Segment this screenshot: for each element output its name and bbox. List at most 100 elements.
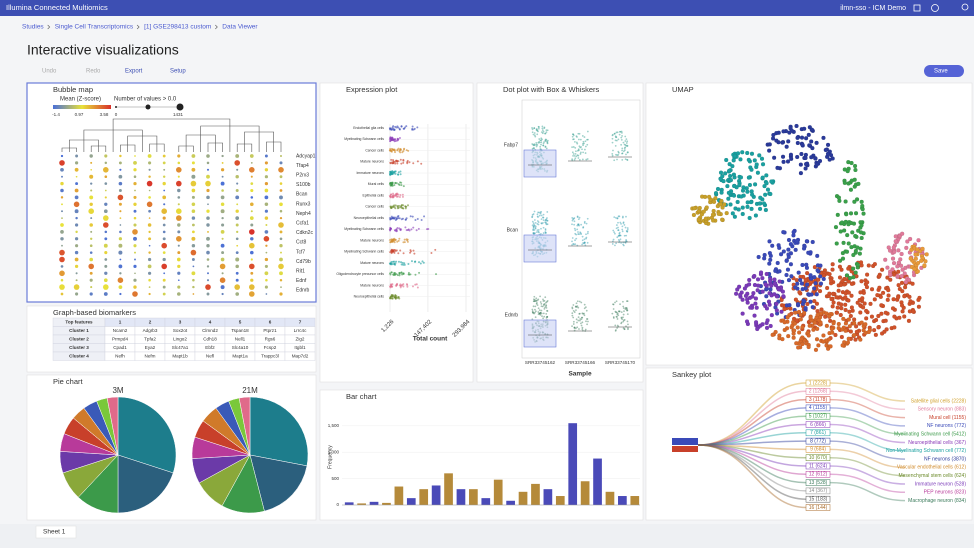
pie-slice	[249, 454, 308, 512]
umap-point	[711, 208, 716, 214]
bar	[394, 486, 404, 505]
dot	[541, 127, 544, 130]
sankey-node	[805, 388, 831, 395]
sheet-tab[interactable]	[35, 525, 77, 539]
dot	[536, 215, 539, 218]
dot	[537, 230, 540, 233]
umap-point	[846, 336, 851, 341]
expression-dot	[397, 183, 400, 186]
help-icon[interactable]	[931, 4, 939, 12]
umap-point	[854, 197, 860, 202]
color-legend-tick: 0.97	[75, 112, 84, 117]
sankey-cluster-label: 13 (528)	[809, 480, 828, 486]
bubble	[148, 230, 151, 234]
dot	[614, 244, 616, 247]
apps-icon[interactable]	[913, 4, 921, 12]
umap-point	[753, 320, 759, 325]
sankey-node	[805, 471, 831, 478]
dot	[540, 210, 543, 213]
expression-dot	[392, 192, 395, 195]
dot	[546, 315, 549, 318]
bubble	[279, 189, 283, 192]
sankey-node	[805, 404, 831, 412]
bubble	[250, 182, 254, 185]
bubble	[206, 195, 210, 200]
dot	[626, 313, 629, 316]
dot	[576, 149, 579, 152]
table-cell-text: Mapt1a	[232, 354, 248, 359]
dot	[577, 132, 580, 135]
setup-button[interactable]: Setup	[170, 69, 186, 75]
sankey-node	[805, 396, 831, 403]
bar	[531, 483, 540, 505]
bubble	[104, 264, 108, 268]
dot	[577, 223, 580, 226]
bubble	[220, 243, 225, 248]
dot	[572, 304, 575, 306]
dot	[538, 312, 541, 315]
umap-point	[883, 318, 888, 323]
umap-point	[831, 321, 836, 326]
bubble	[148, 244, 151, 247]
export-button[interactable]: Export	[125, 69, 143, 75]
user-icon[interactable]	[961, 3, 969, 11]
bubble	[133, 195, 137, 199]
sankey-link	[697, 407, 807, 446]
dot	[615, 136, 617, 139]
expression-dot	[390, 284, 393, 287]
dot	[575, 306, 578, 308]
dot	[617, 226, 619, 229]
expression-dot	[404, 226, 407, 229]
dot	[579, 153, 582, 155]
umap-point	[827, 272, 832, 277]
sankey-node	[805, 446, 831, 453]
dot	[544, 221, 547, 224]
expression-dot	[401, 195, 404, 198]
expression-dot	[390, 195, 393, 198]
dot	[619, 303, 621, 306]
table-header: 3	[179, 320, 182, 325]
save-button[interactable]	[924, 65, 964, 77]
bubble	[75, 223, 79, 227]
expression-dot	[400, 125, 403, 128]
expression-dot	[391, 297, 394, 300]
top-bar	[0, 0, 974, 16]
umap-point	[818, 263, 823, 268]
dot	[619, 234, 622, 237]
dot	[532, 133, 535, 136]
dot	[578, 328, 580, 330]
expression-dot	[404, 218, 407, 221]
dot	[533, 134, 536, 137]
umap-point	[799, 151, 804, 157]
sankey-link	[697, 444, 807, 484]
umap-point	[857, 251, 863, 256]
undo-button[interactable]: Undo	[42, 69, 57, 75]
umap-point	[751, 290, 756, 296]
dot	[587, 320, 589, 323]
dot	[576, 216, 579, 218]
bubble	[206, 154, 210, 158]
umap-point	[803, 155, 808, 161]
table-cell-text: Ebf2	[205, 345, 215, 350]
dot	[625, 138, 628, 141]
gene-label: Cct8	[296, 240, 307, 246]
umap-point	[764, 325, 770, 331]
dot	[533, 144, 535, 147]
box	[523, 319, 557, 348]
bubble	[278, 167, 284, 173]
bubble	[162, 237, 166, 241]
umap-point	[834, 310, 839, 315]
bubble	[146, 180, 153, 187]
bubble	[119, 168, 122, 171]
dot	[583, 238, 586, 241]
dot	[587, 138, 589, 141]
gene-label: Bcan	[296, 192, 308, 198]
dot	[620, 130, 623, 133]
umap-point	[900, 267, 905, 272]
sankey-cluster-label: 8 (772)	[810, 438, 826, 444]
redo-button[interactable]: Redo	[86, 69, 101, 75]
umap-point	[873, 317, 879, 323]
umap-point	[799, 135, 805, 140]
bubble	[88, 208, 94, 214]
umap-point	[692, 206, 697, 211]
